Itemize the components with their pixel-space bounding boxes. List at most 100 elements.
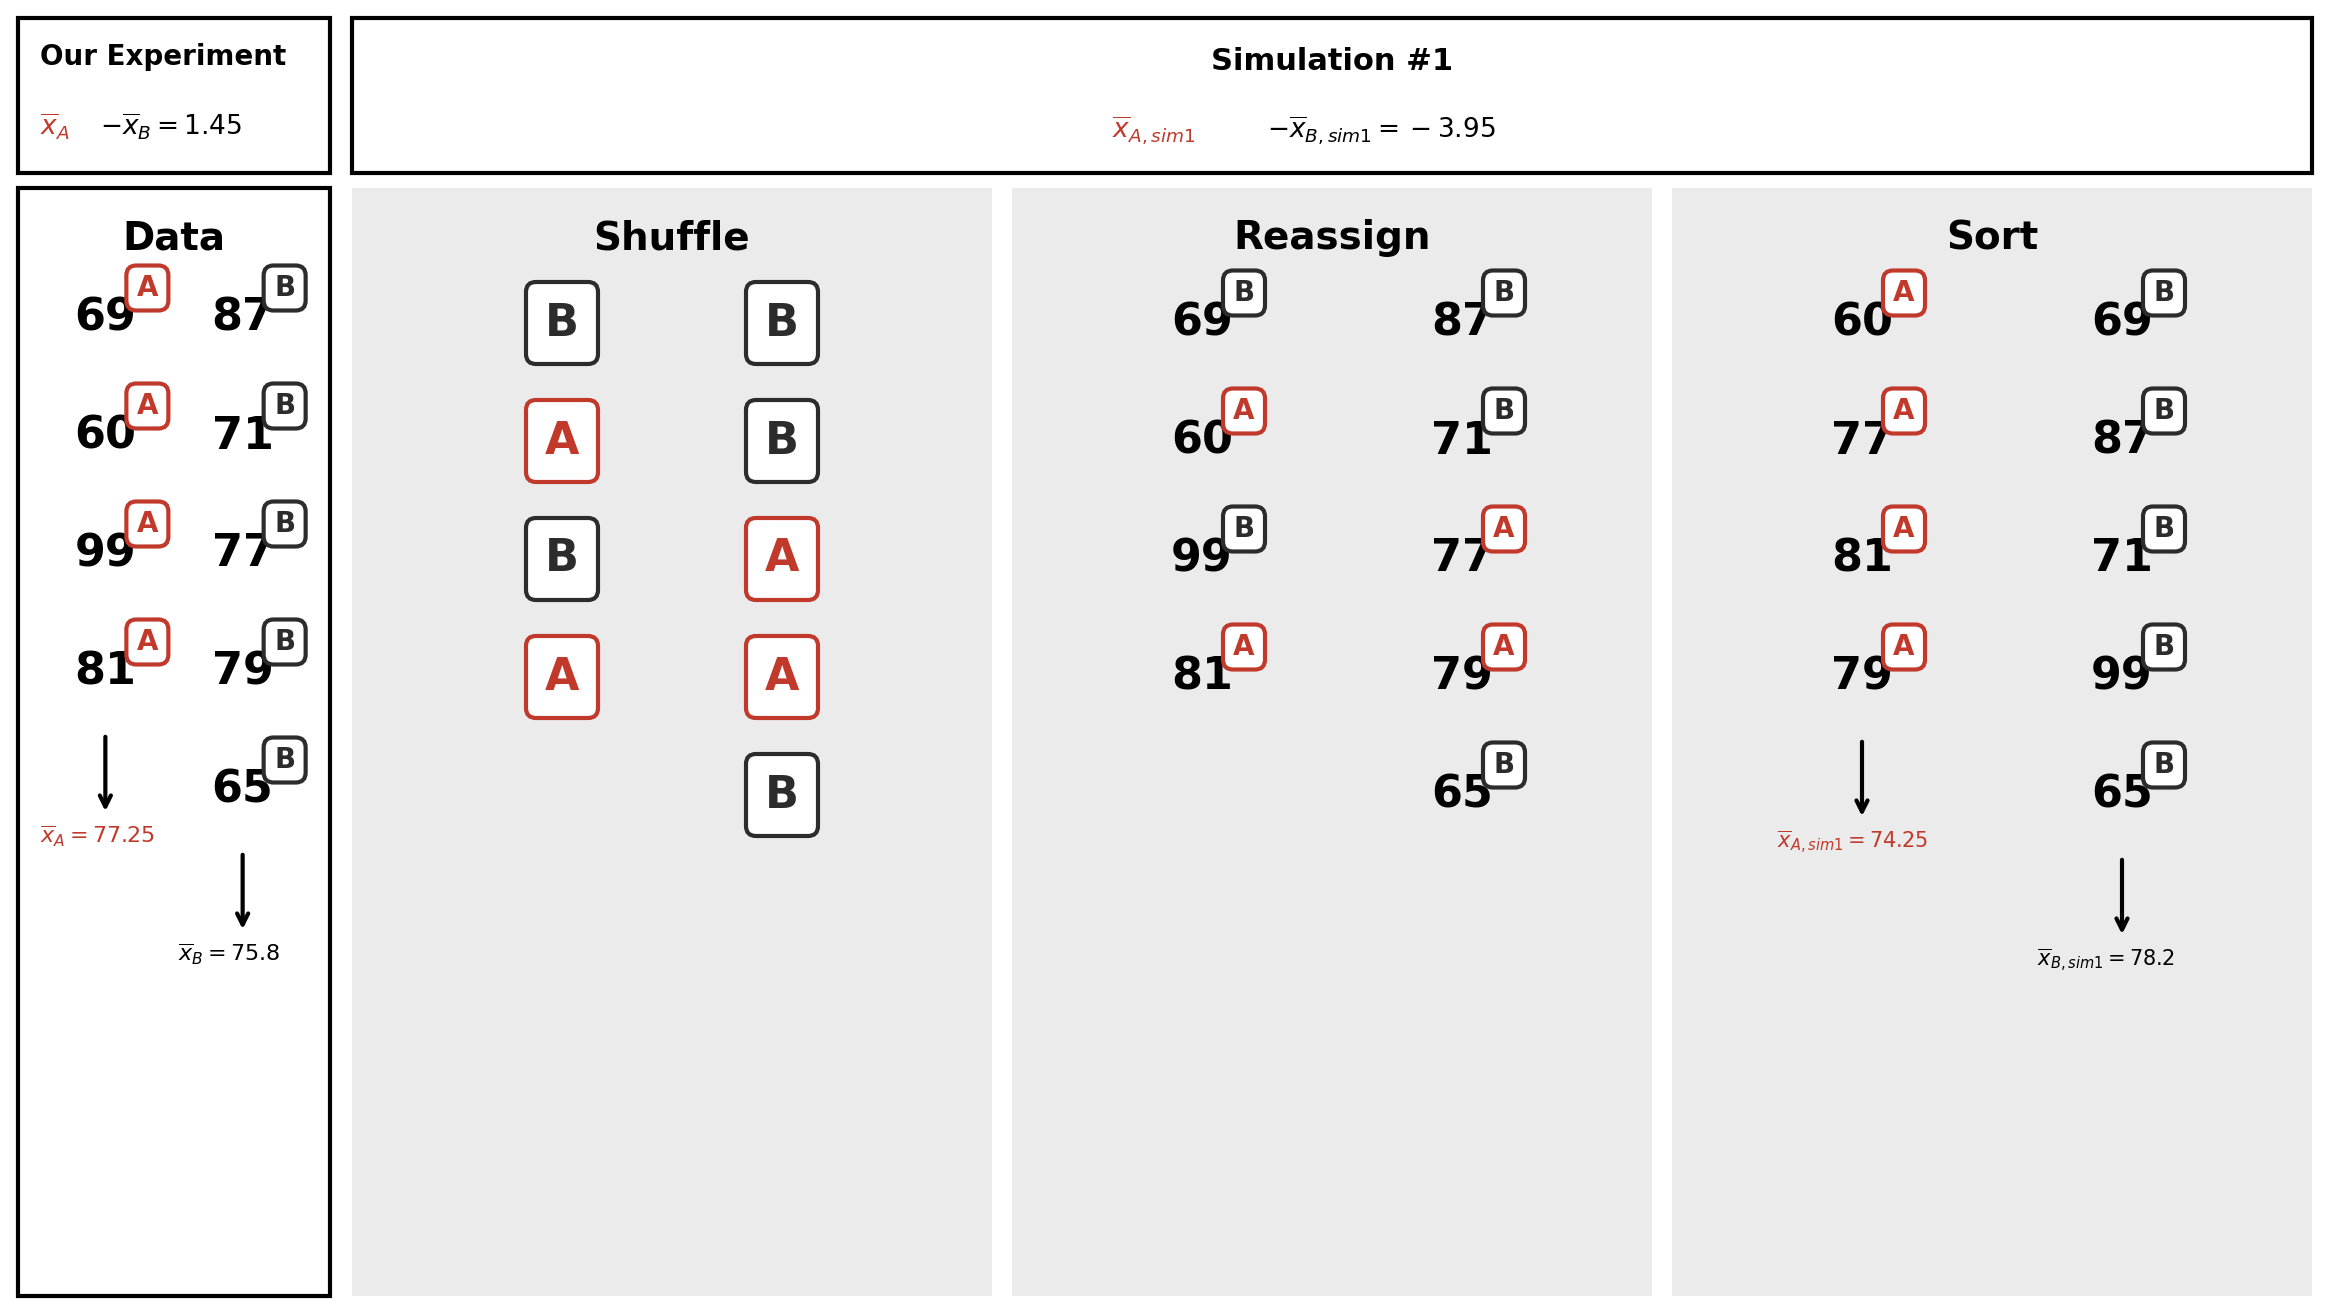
Text: B: B (2153, 752, 2174, 779)
Text: $\overline{x}_A = 77.25$: $\overline{x}_A = 77.25$ (40, 824, 156, 849)
Text: A: A (137, 392, 158, 420)
Bar (1011, 188, 1652, 1296)
Text: 71: 71 (1431, 419, 1494, 463)
Text: 99: 99 (2090, 656, 2153, 699)
Text: A: A (1894, 397, 1915, 424)
Text: 81: 81 (1172, 656, 1233, 699)
FancyBboxPatch shape (746, 283, 818, 364)
Text: 71: 71 (2090, 537, 2153, 581)
Text: B: B (2153, 515, 2174, 543)
FancyBboxPatch shape (263, 619, 305, 665)
FancyBboxPatch shape (1223, 624, 1265, 670)
FancyBboxPatch shape (1482, 389, 1526, 434)
Text: $\overline{x}_{B,sim1} = 78.2$: $\overline{x}_{B,sim1} = 78.2$ (2036, 947, 2174, 975)
Text: 87: 87 (212, 297, 273, 339)
FancyBboxPatch shape (527, 518, 599, 600)
Text: 65: 65 (2090, 774, 2153, 816)
FancyBboxPatch shape (527, 636, 599, 717)
Bar (19, 18, 331, 173)
Text: 77: 77 (212, 532, 273, 576)
FancyBboxPatch shape (126, 619, 168, 665)
Text: 79: 79 (1431, 656, 1494, 699)
FancyBboxPatch shape (1482, 271, 1526, 315)
Text: 87: 87 (2090, 419, 2153, 463)
Text: Simulation #1: Simulation #1 (1212, 47, 1454, 76)
Text: $- \overline{x}_{B,sim1} = -3.95$: $- \overline{x}_{B,sim1} = -3.95$ (1268, 113, 1496, 146)
Text: B: B (1494, 752, 1514, 779)
Text: A: A (1494, 515, 1514, 543)
Text: A: A (764, 537, 799, 581)
Text: $\overline{x}_A$: $\overline{x}_A$ (40, 112, 70, 142)
Text: Our Experiment: Our Experiment (40, 43, 287, 71)
Text: B: B (545, 301, 578, 344)
Text: A: A (137, 510, 158, 537)
FancyBboxPatch shape (1883, 506, 1925, 552)
Text: A: A (1894, 279, 1915, 307)
FancyBboxPatch shape (2144, 624, 2186, 670)
Text: B: B (275, 746, 296, 774)
Text: $- \overline{x}_B = 1.45$: $- \overline{x}_B = 1.45$ (100, 112, 242, 142)
Text: B: B (545, 537, 578, 581)
FancyBboxPatch shape (746, 754, 818, 836)
FancyBboxPatch shape (1482, 624, 1526, 670)
Text: 60: 60 (1831, 301, 1892, 344)
Text: 60: 60 (1172, 419, 1233, 463)
Text: $\overline{x}_{A,sim1} = 74.25$: $\overline{x}_{A,sim1} = 74.25$ (1778, 829, 1927, 857)
Text: B: B (275, 628, 296, 656)
Text: 99: 99 (75, 532, 135, 576)
FancyBboxPatch shape (1883, 624, 1925, 670)
FancyBboxPatch shape (1883, 271, 1925, 315)
Text: B: B (275, 510, 296, 537)
Text: B: B (2153, 633, 2174, 661)
Text: 81: 81 (75, 650, 137, 694)
FancyBboxPatch shape (1482, 742, 1526, 787)
FancyBboxPatch shape (263, 737, 305, 783)
Text: 69: 69 (2090, 301, 2153, 344)
Text: 65: 65 (1431, 774, 1494, 816)
FancyBboxPatch shape (263, 265, 305, 310)
FancyBboxPatch shape (2144, 506, 2186, 552)
Text: B: B (275, 392, 296, 420)
Text: A: A (1894, 633, 1915, 661)
FancyBboxPatch shape (126, 265, 168, 310)
Text: A: A (545, 656, 580, 699)
FancyBboxPatch shape (1883, 389, 1925, 434)
Text: B: B (2153, 397, 2174, 424)
Text: B: B (764, 301, 799, 344)
FancyBboxPatch shape (126, 502, 168, 547)
Text: A: A (137, 275, 158, 302)
Text: B: B (275, 275, 296, 302)
Text: 77: 77 (1831, 419, 1892, 463)
FancyBboxPatch shape (1223, 389, 1265, 434)
Bar (352, 188, 993, 1296)
Text: B: B (2153, 279, 2174, 307)
Text: 60: 60 (75, 414, 137, 457)
Text: 69: 69 (75, 297, 135, 339)
Text: Sort: Sort (1946, 219, 2039, 258)
Text: B: B (1233, 515, 1254, 543)
Text: 65: 65 (212, 769, 273, 812)
Text: 71: 71 (212, 414, 273, 457)
FancyBboxPatch shape (746, 636, 818, 717)
Text: $\overline{x}_B = 75.8$: $\overline{x}_B = 75.8$ (177, 942, 280, 967)
Bar (19, 188, 331, 1296)
Text: A: A (1233, 633, 1256, 661)
FancyBboxPatch shape (263, 384, 305, 428)
FancyBboxPatch shape (1223, 506, 1265, 552)
Text: Shuffle: Shuffle (594, 219, 750, 258)
FancyBboxPatch shape (1223, 271, 1265, 315)
Text: A: A (1494, 633, 1514, 661)
Bar (1673, 188, 2311, 1296)
Text: A: A (545, 419, 580, 463)
Text: 87: 87 (1431, 301, 1494, 344)
FancyBboxPatch shape (2144, 271, 2186, 315)
FancyBboxPatch shape (527, 283, 599, 364)
Text: 77: 77 (1431, 537, 1494, 581)
Text: 69: 69 (1172, 301, 1233, 344)
Text: B: B (764, 419, 799, 463)
FancyBboxPatch shape (746, 518, 818, 600)
Text: 79: 79 (212, 650, 273, 694)
FancyBboxPatch shape (2144, 742, 2186, 787)
Text: Data: Data (123, 219, 226, 258)
Text: A: A (1233, 397, 1256, 424)
